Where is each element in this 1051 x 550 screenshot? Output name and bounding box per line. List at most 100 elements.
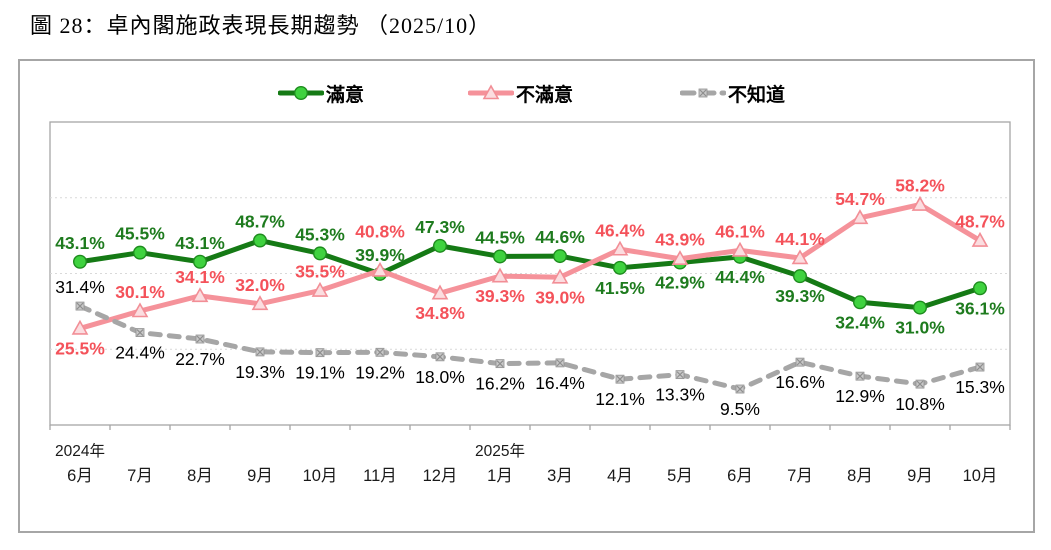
- chart-frame: 6月 7月 8月 9月 10月 11月 12月 1月 3月 4月 5月 6月 7月 8月 9月 10月 2024…: [18, 59, 1035, 533]
- dissatisfied-marker: [731, 241, 749, 257]
- unknown-data-label: 16.4%: [535, 373, 585, 393]
- dissatisfied-marker: [671, 250, 689, 266]
- dissatisfied-data-label: 39.3%: [475, 286, 525, 306]
- dissatisfied-data-label: 34.1%: [175, 267, 225, 287]
- satisfied-marker: [553, 249, 568, 264]
- satisfied-marker: [493, 249, 508, 264]
- satisfied-marker: [73, 254, 88, 269]
- dissatisfied-marker: [431, 284, 449, 300]
- dissatisfied-data-label: 46.1%: [715, 221, 765, 241]
- satisfied-marker: [252, 233, 267, 248]
- dissatisfied-data-label: 48.7%: [955, 212, 1005, 232]
- dissatisfied-data-label: 54.7%: [835, 189, 885, 209]
- trend-line-chart: 6月 7月 8月 9月 10月 11月 12月 1月 3月 4月 5月 6月 7月 8月 9月 10月 2024…: [49, 121, 1011, 485]
- dissatisfied-data-label: 32.0%: [235, 275, 285, 295]
- x-axis-month-label: 6月: [727, 467, 753, 485]
- unknown-data-label: 16.2%: [475, 374, 525, 394]
- dissatisfied-data-label: 25.5%: [55, 338, 105, 358]
- dissatisfied-data-label: 40.8%: [355, 221, 405, 241]
- satisfied-data-label: 39.3%: [775, 286, 825, 306]
- x-axis-month-label: 9月: [247, 467, 273, 485]
- x-axis-month-label: 8月: [847, 467, 873, 485]
- unknown-data-label: 16.6%: [775, 372, 825, 392]
- unknown-data-label: 19.1%: [295, 363, 345, 383]
- satisfied-marker: [132, 245, 147, 260]
- dissatisfied-marker: [491, 267, 509, 283]
- satisfied-data-label: 43.1%: [55, 233, 105, 253]
- unknown-marker-x: [616, 375, 624, 383]
- dissatisfied-legend-icon: [468, 84, 514, 100]
- dissatisfied-marker: [482, 84, 500, 100]
- unknown-data-label: 19.3%: [235, 362, 285, 382]
- dissatisfied-marker: [71, 319, 89, 335]
- dissatisfied-marker: [611, 240, 629, 256]
- unknown-marker-x: [256, 348, 264, 356]
- satisfied-data-label: 41.5%: [595, 278, 645, 298]
- satisfied-data-label: 32.4%: [835, 312, 885, 332]
- unknown-data-label: 22.7%: [175, 349, 225, 369]
- satisfied-data-label: 36.1%: [955, 298, 1005, 318]
- legend-item-satisfied: 滿意: [278, 79, 364, 107]
- legend-item-dissatisfied: 不滿意: [468, 79, 573, 107]
- dissatisfied-data-label: 34.8%: [415, 303, 465, 323]
- x-axis-month-label: 10月: [303, 467, 338, 485]
- unknown-marker-x: [556, 359, 564, 367]
- dissatisfied-data-label: 35.5%: [295, 262, 345, 282]
- satisfied-data-label: 44.4%: [715, 267, 765, 287]
- unknown-data-label: 15.3%: [955, 377, 1005, 397]
- dissatisfied-data-label: 30.1%: [115, 282, 165, 302]
- dissatisfied-line: [77, 202, 983, 331]
- satisfied-data-label: 42.9%: [655, 273, 705, 293]
- satisfied-data-label: 31.0%: [895, 318, 945, 338]
- legend-label-dissatisfied: 不滿意: [516, 84, 574, 106]
- x-axis-month-label: 10月: [963, 467, 998, 485]
- unknown-data-label: 24.4%: [115, 343, 165, 363]
- unknown-marker-x: [316, 349, 324, 357]
- dissatisfied-marker: [191, 287, 209, 303]
- unknown-marker-x: [196, 335, 204, 343]
- dissatisfied-data-label: 46.4%: [595, 220, 645, 240]
- satisfied-data-label: 44.6%: [535, 227, 585, 247]
- dissatisfied-marker: [971, 231, 989, 247]
- unknown-marker-x: [856, 372, 864, 380]
- dissatisfied-marker: [251, 295, 269, 311]
- x-axis-month-label: 11月: [363, 467, 397, 485]
- satisfied-data-label: 39.9%: [355, 245, 405, 265]
- x-axis-year-label: 2024年: [55, 442, 105, 460]
- unknown-data-label: 10.8%: [895, 394, 945, 414]
- x-axis-month-label: 6月: [67, 467, 93, 485]
- dissatisfied-data-label: 43.9%: [655, 230, 705, 250]
- x-axis-month-label: 7月: [127, 467, 153, 485]
- satisfied-marker: [613, 260, 628, 275]
- page-title: 圖 28：卓內閣施政表現長期趨勢 （2025/10）: [30, 13, 492, 38]
- satisfied-data-label: 45.5%: [115, 224, 165, 244]
- unknown-marker-x: [136, 329, 144, 337]
- unknown-marker-x: [676, 371, 684, 379]
- satisfied-marker: [192, 254, 207, 269]
- dissatisfied-data-label: 39.0%: [535, 287, 585, 307]
- dissatisfied-marker: [851, 209, 869, 225]
- dissatisfied-marker: [911, 195, 929, 211]
- satisfied-marker: [853, 295, 868, 310]
- unknown-marker-x: [76, 302, 84, 310]
- legend-item-unknown: 不知道: [680, 79, 785, 107]
- satisfied-line: [77, 238, 983, 311]
- unknown-marker-x: [436, 353, 444, 361]
- unknown-data-label: 31.4%: [55, 277, 105, 297]
- satisfied-marker: [973, 281, 988, 296]
- x-axis-month-label: 4月: [607, 467, 633, 485]
- satisfied-marker: [294, 85, 309, 101]
- unknown-marker-x: [796, 358, 804, 366]
- satisfied-data-label: 48.7%: [235, 212, 285, 232]
- unknown-marker-x: [736, 385, 744, 393]
- dissatisfied-marker: [371, 261, 389, 277]
- satisfied-data-label: 44.5%: [475, 227, 525, 247]
- x-axis-month-label: 7月: [787, 467, 813, 485]
- dissatisfied-marker: [791, 249, 809, 265]
- satisfied-marker: [313, 246, 328, 261]
- unknown-data-label: 13.3%: [655, 385, 705, 405]
- dissatisfied-marker: [131, 302, 149, 318]
- legend-label-satisfied: 滿意: [326, 84, 365, 106]
- unknown-data-label: 12.9%: [835, 386, 885, 406]
- dissatisfied-marker: [551, 268, 569, 284]
